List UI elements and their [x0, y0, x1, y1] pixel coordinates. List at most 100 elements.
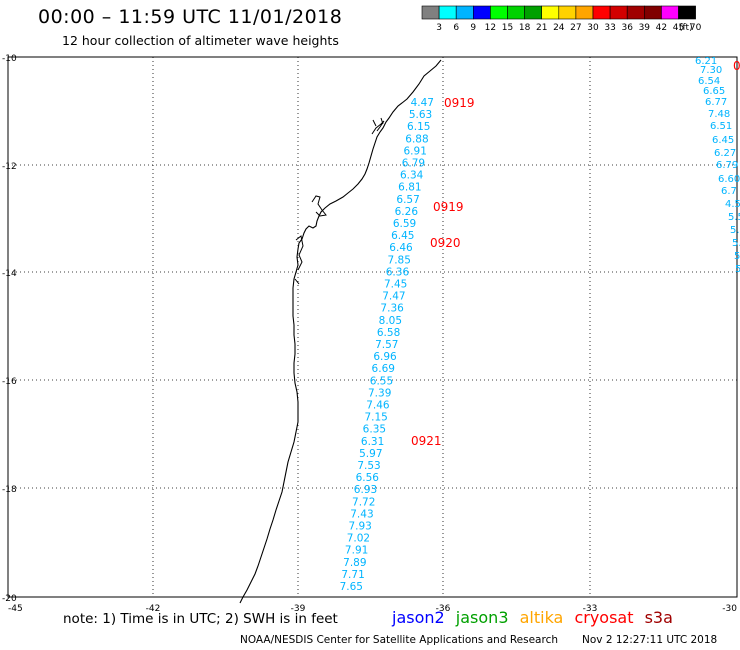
latitude-label: -18	[2, 485, 17, 495]
edge-value: 6.60	[718, 174, 740, 185]
satellite-s3a: s3a	[644, 608, 673, 627]
legend-label: 12	[485, 23, 496, 33]
wave-height-value: 6.56	[356, 472, 380, 484]
wave-height-value: 5.97	[359, 448, 382, 460]
legend-label: 30	[587, 23, 599, 33]
longitude-label: -30	[722, 604, 737, 614]
latitude-label: -10	[2, 54, 17, 64]
edge-value: 5.	[734, 251, 740, 262]
map-title: 00:00 – 11:59 UTC 11/01/2018	[38, 6, 343, 28]
map-subtitle: 12 hour collection of altimeter wave hei…	[62, 33, 339, 48]
footer-note: note: 1) Time is in UTC; 2) SWH is in fe…	[63, 611, 338, 627]
longitude-label: -39	[291, 604, 306, 614]
latitude-label: -12	[2, 162, 17, 172]
wave-height-value: 6.81	[398, 182, 421, 194]
wave-height-value: 7.91	[345, 545, 368, 557]
legend-label: 42	[656, 23, 667, 33]
legend-swatch	[490, 5, 508, 20]
legend-label: 45	[673, 23, 684, 33]
wave-height-value: 7.89	[343, 557, 366, 569]
coastline	[239, 59, 442, 604]
wave-height-value: 6.88	[405, 133, 428, 145]
time-label: 0919	[444, 96, 475, 110]
longitude-label: -36	[436, 604, 451, 614]
wave-height-value: 4.47	[411, 97, 434, 109]
coastline-path	[239, 59, 442, 604]
edge-value: 5.5	[730, 225, 740, 236]
satellite-jason3: jason3	[455, 608, 509, 627]
wave-height-value: 7.57	[375, 339, 398, 351]
color-legend: 3 6 9 12 15 18 21 24 27 30 33 36 39 42 45 70(ft)	[421, 5, 702, 33]
time-label: 0919	[433, 200, 464, 214]
legend-label: 15	[502, 23, 513, 33]
time-label: 0921	[411, 434, 442, 448]
satellite-key: jason2 jason3 altika cryosat s3a	[392, 608, 679, 627]
legend-label: 27	[570, 23, 581, 33]
wave-height-value: 7.47	[382, 291, 405, 303]
wave-height-value: 7.15	[364, 412, 387, 424]
wave-height-value: 6.59	[393, 218, 416, 230]
wave-height-value: 7.45	[384, 279, 407, 291]
legend-label: 18	[519, 23, 531, 33]
track-values: 4.475.636.156.886.916.796.346.816.576.26…	[340, 97, 434, 593]
wave-height-value: 6.79	[402, 158, 425, 170]
wave-height-value: 6.91	[404, 145, 427, 157]
legend-swatch	[438, 5, 457, 20]
satellite-jason2: jason2	[392, 608, 445, 627]
wave-height-value: 6.26	[395, 206, 419, 218]
track-time-labels: 0919 0919 0920 0921	[411, 96, 475, 448]
legend-swatch	[541, 5, 560, 20]
legend-label: 3	[436, 23, 442, 33]
wave-height-value: 6.57	[396, 194, 419, 206]
legend-label: 36	[621, 23, 633, 33]
wave-height-value: 6.96	[373, 351, 397, 363]
legend-swatch	[643, 5, 662, 20]
edge-value: 7.48	[708, 109, 730, 120]
edge-value: 5.	[732, 238, 740, 249]
wave-height-value: 6.55	[370, 375, 393, 387]
wave-height-value: 7.36	[380, 303, 404, 315]
legend-label: 9	[470, 23, 476, 33]
credit-line: NOAA/NESDIS Center for Satellite Applica…	[240, 634, 558, 646]
wave-height-value: 7.43	[350, 508, 373, 520]
generated-timestamp: Nov 2 12:27:11 UTC 2018	[582, 634, 718, 646]
wave-height-value: 6.15	[407, 121, 430, 133]
legend-swatch	[524, 5, 542, 20]
wave-height-value: 8.05	[379, 315, 402, 327]
edge-value: 6.21	[695, 56, 717, 67]
legend-swatch	[421, 5, 440, 20]
wave-height-value: 6.36	[386, 266, 410, 278]
legend-swatch	[626, 5, 645, 20]
edge-value: 6.7	[721, 186, 737, 197]
legend-swatch	[575, 5, 594, 20]
legend-swatch	[678, 5, 696, 20]
legend-swatch	[507, 5, 525, 20]
edge-value: 5	[735, 264, 740, 275]
longitude-label: -33	[583, 604, 598, 614]
edge-value: 6.54	[698, 76, 720, 87]
wave-height-value: 6.35	[363, 424, 386, 436]
coastline-detail	[294, 117, 385, 285]
legend-swatch	[455, 5, 474, 20]
latitude-label: -16	[2, 377, 17, 387]
wave-height-value: 7.85	[388, 254, 411, 266]
legend-swatch	[592, 5, 611, 20]
wave-height-value: 7.93	[348, 521, 371, 533]
edge-value: 6.79	[716, 160, 738, 171]
longitude-label: -42	[146, 604, 161, 614]
wave-height-value: 6.45	[391, 230, 414, 242]
legend-label: 6	[453, 23, 459, 33]
edge-value: 7.30	[700, 65, 722, 76]
wave-height-value: 7.02	[347, 533, 370, 545]
legend-label: 33	[604, 23, 615, 33]
legend-swatch	[472, 5, 491, 20]
wave-height-value: 6.34	[400, 170, 424, 182]
edge-value: 4.5	[725, 199, 740, 210]
legend-unit: (ft)	[679, 23, 693, 33]
edge-value: 6.77	[705, 97, 727, 108]
map-grid	[8, 57, 737, 597]
time-label: 0920	[430, 236, 461, 250]
legend-swatch	[609, 5, 628, 20]
latitude-label: -14	[2, 269, 17, 279]
